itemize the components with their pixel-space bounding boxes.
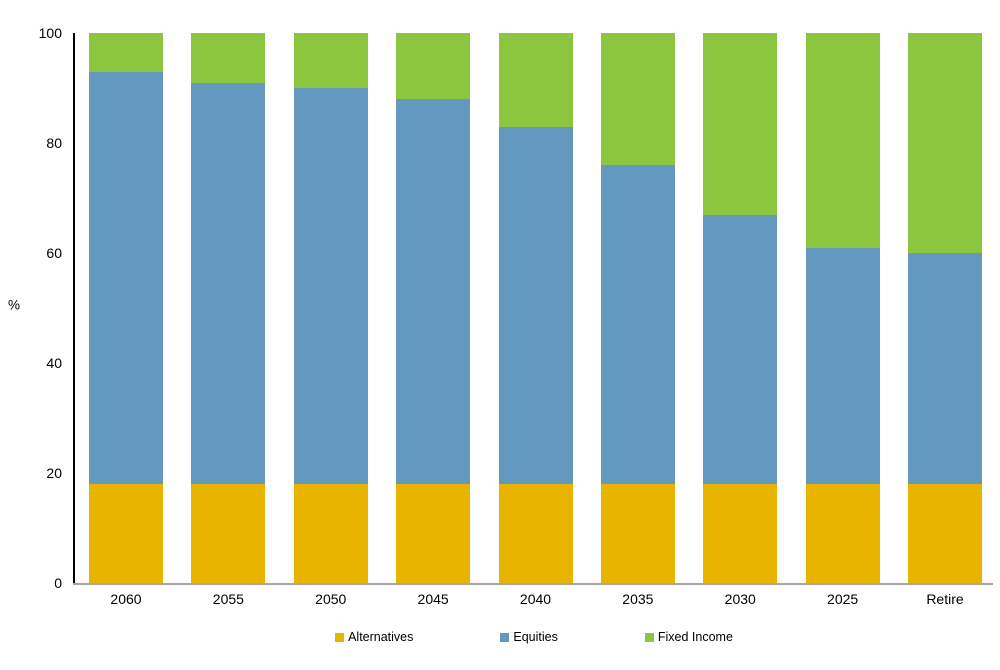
x-tick-label: 2060 <box>110 591 142 607</box>
bar-segment-equities <box>703 214 778 484</box>
bar-segment-equities <box>89 71 163 484</box>
bar-segment-fixed-income <box>805 33 880 248</box>
bar-segment-alternatives <box>600 484 675 583</box>
bar-2050 <box>293 33 368 583</box>
bar-segment-alternatives <box>908 484 982 583</box>
y-tick-label: 60 <box>46 245 62 261</box>
x-tick-label: 2050 <box>315 591 347 607</box>
bar-segment-equities <box>498 126 573 484</box>
bar-segment-alternatives <box>805 484 880 583</box>
bar-2035 <box>600 33 675 583</box>
x-tick-label: Retire <box>926 591 964 607</box>
x-tick-label: 2025 <box>827 591 859 607</box>
bar-2060 <box>89 33 163 583</box>
bar-segment-fixed-income <box>293 33 368 88</box>
bar-segment-alternatives <box>293 484 368 583</box>
bar-2045 <box>396 33 471 583</box>
bar-segment-equities <box>396 99 471 484</box>
bar-segment-alternatives <box>498 484 573 583</box>
y-tick-label: 80 <box>46 135 62 151</box>
bar-2025 <box>805 33 880 583</box>
bar-segment-fixed-income <box>600 33 675 165</box>
bar-segment-fixed-income <box>908 33 982 253</box>
bar-segment-fixed-income <box>498 33 573 127</box>
y-tick-label: 0 <box>54 575 62 591</box>
y-tick-label: 20 <box>46 465 62 481</box>
bar-segment-equities <box>805 247 880 484</box>
legend: Alternatives Equities Fixed Income <box>34 630 1000 644</box>
legend-item-equities: Equities <box>500 630 558 644</box>
y-axis-line <box>73 33 75 584</box>
x-tick-label: 2030 <box>724 591 756 607</box>
y-tick-label: 40 <box>46 355 62 371</box>
bar-segment-alternatives <box>396 484 471 583</box>
bar-2030 <box>703 33 778 583</box>
legend-label-alternatives: Alternatives <box>348 630 414 644</box>
plot-area <box>89 33 982 583</box>
legend-swatch-equities <box>500 632 510 642</box>
y-axis-tick-labels: 0 20 40 60 80 100 <box>0 26 62 590</box>
bar-segment-fixed-income <box>89 33 163 72</box>
bar-segment-alternatives <box>703 484 778 583</box>
legend-label-equities: Equities <box>513 630 558 644</box>
x-axis-baseline <box>73 583 993 585</box>
x-tick-label: 2040 <box>519 591 552 607</box>
bar-segment-equities <box>908 253 982 484</box>
legend-item-fixed-income: Fixed Income <box>644 630 733 644</box>
bar-segment-equities <box>293 88 368 484</box>
legend-swatch-fixed-income <box>644 632 654 642</box>
bar-segment-fixed-income <box>396 33 471 99</box>
legend-swatch-alternatives <box>335 632 345 642</box>
bar-segment-alternatives <box>191 484 266 583</box>
y-axis-title: % <box>8 297 21 313</box>
x-tick-label: 2045 <box>417 591 449 607</box>
bar-segment-equities <box>191 82 266 484</box>
x-tick-label: 2035 <box>622 591 654 607</box>
legend-item-alternatives: Alternatives <box>335 630 413 644</box>
bar-2040 <box>498 33 573 583</box>
x-tick-label: 2055 <box>212 591 244 607</box>
bar-2055 <box>191 33 266 583</box>
bar-segment-fixed-income <box>703 33 778 215</box>
legend-label-fixed-income: Fixed Income <box>657 630 733 644</box>
x-axis-tick-labels: 2060 2055 2050 2045 2040 2035 2030 2025 Retire <box>89 591 982 607</box>
bar-segment-equities <box>600 165 675 484</box>
y-tick-label: 100 <box>38 25 62 41</box>
bar-segment-alternatives <box>89 484 163 583</box>
bar-retire <box>908 33 982 583</box>
bar-segment-fixed-income <box>191 33 266 83</box>
